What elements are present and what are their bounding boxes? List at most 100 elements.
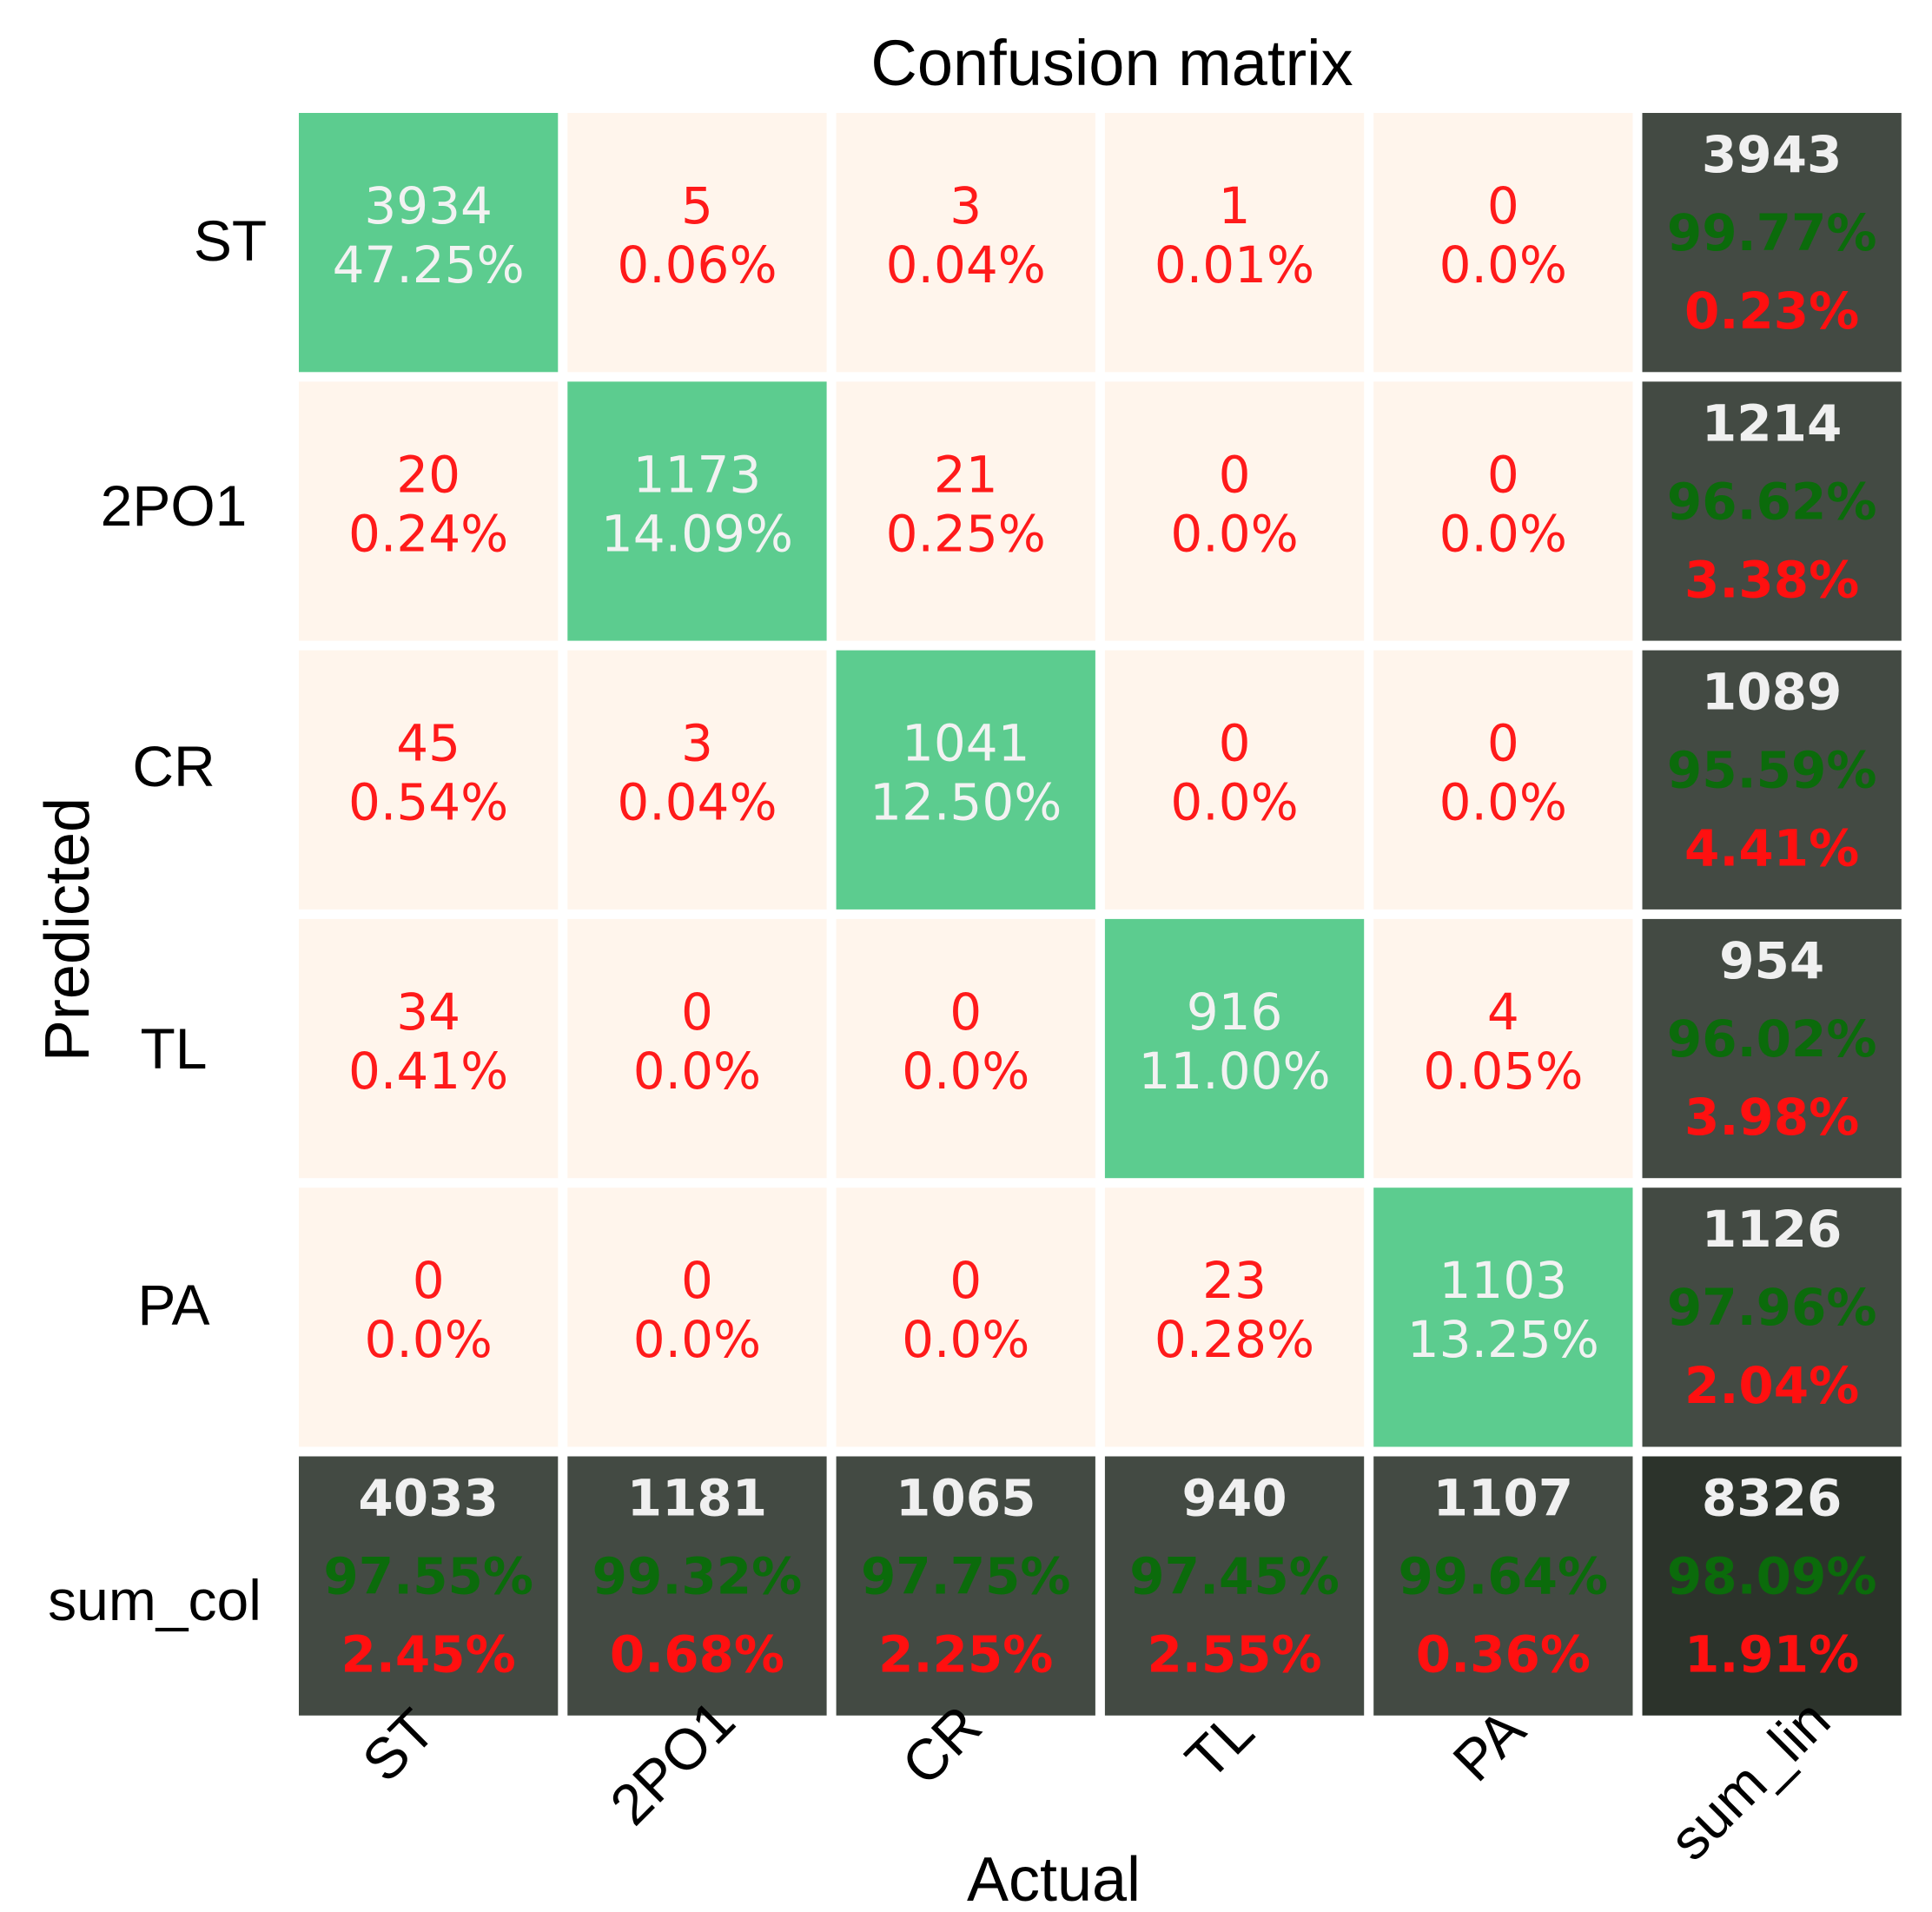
matrix-cell: 50.06% — [567, 113, 827, 373]
cell-count: 3 — [681, 714, 713, 773]
cell-background — [1104, 113, 1365, 373]
cell-background — [836, 650, 1095, 910]
cell-background — [1104, 918, 1365, 1179]
cell-error-percent: 4.41% — [1684, 819, 1859, 878]
cell-background — [567, 1188, 827, 1447]
cell-total: 954 — [1719, 931, 1824, 990]
matrix-cell: 00.0% — [1104, 650, 1365, 910]
row-tick-label: CR — [132, 734, 215, 798]
cell-error-percent: 2.25% — [878, 1625, 1053, 1684]
matrix-cell: 230.28% — [1104, 1188, 1365, 1447]
row-tick-label: 2PO1 — [101, 473, 248, 538]
cell-percent: 0.25% — [886, 504, 1046, 563]
cell-error-percent: 0.36% — [1416, 1625, 1591, 1684]
cell-correct-percent: 97.55% — [323, 1547, 533, 1606]
cell-count: 0 — [1219, 714, 1251, 773]
matrix-cell: 00.0% — [1373, 381, 1633, 641]
cell-percent: 0.0% — [1170, 504, 1298, 563]
cell-percent: 0.0% — [1170, 773, 1298, 832]
cell-count: 0 — [1487, 176, 1519, 235]
cell-background — [567, 1456, 827, 1716]
cell-count: 0 — [413, 1251, 445, 1310]
cell-background — [299, 113, 559, 373]
cell-percent: 0.0% — [1439, 773, 1567, 832]
cell-total: 3943 — [1702, 125, 1842, 184]
cell-count: 0 — [681, 982, 713, 1042]
cell-background — [299, 1188, 559, 1447]
cell-count: 0 — [1219, 445, 1251, 504]
matrix-cell: 00.0% — [567, 918, 827, 1179]
matrix-cell: 200.24% — [299, 381, 559, 641]
cell-percent: 0.41% — [348, 1042, 508, 1101]
cell-background — [1373, 1188, 1633, 1447]
cell-percent: 0.0% — [364, 1310, 492, 1369]
matrix-cell: 210.25% — [836, 381, 1095, 641]
cell-count: 0 — [1487, 445, 1519, 504]
matrix-cell: 940 97.45% 2.55% — [1104, 1456, 1365, 1716]
matrix-cell: 00.0% — [299, 1188, 559, 1447]
cell-total: 940 — [1182, 1469, 1287, 1528]
cell-error-percent: 2.45% — [341, 1625, 516, 1684]
matrix-cell: 340.41% — [299, 918, 559, 1179]
cell-percent: 0.0% — [1439, 235, 1567, 294]
cell-background — [1104, 381, 1365, 641]
cell-count: 21 — [934, 445, 998, 504]
cell-correct-percent: 97.75% — [861, 1547, 1071, 1606]
cell-background — [836, 918, 1095, 1179]
cell-count: 1 — [1219, 176, 1251, 235]
matrix-cell: 450.54% — [299, 650, 559, 910]
matrix-cell: 00.0% — [836, 1188, 1095, 1447]
cell-background — [567, 113, 827, 373]
cell-percent: 11.00% — [1138, 1042, 1330, 1101]
cell-background — [1642, 918, 1902, 1179]
cell-error-percent: 3.98% — [1684, 1088, 1859, 1147]
row-tick-label: PA — [137, 1273, 209, 1337]
cell-percent: 0.0% — [633, 1042, 761, 1101]
cell-background — [1642, 113, 1902, 373]
cell-correct-percent: 95.59% — [1667, 741, 1877, 800]
cell-total: 4033 — [358, 1469, 498, 1528]
cell-correct-percent: 99.32% — [592, 1547, 803, 1606]
chart-title: Confusion matrix — [870, 27, 1353, 99]
matrix-cell: 00.0% — [1104, 381, 1365, 641]
cell-percent: 0.05% — [1423, 1042, 1583, 1101]
cell-percent: 0.06% — [617, 235, 777, 294]
matrix-cell: 1107 99.64% 0.36% — [1373, 1456, 1633, 1716]
cell-percent: 47.25% — [333, 235, 525, 294]
cell-background — [299, 918, 559, 1179]
cell-background — [1373, 1456, 1633, 1716]
cell-background — [1642, 650, 1902, 910]
matrix-cells: 393447.25%50.06%30.04%10.01%00.0%394399.… — [299, 113, 1902, 1716]
cell-count: 1103 — [1439, 1251, 1568, 1310]
cell-background — [836, 381, 1095, 641]
matrix-cell: 10.01% — [1104, 113, 1365, 373]
cell-percent: 0.04% — [617, 773, 777, 832]
cell-percent: 0.54% — [348, 773, 508, 832]
cell-background — [567, 918, 827, 1179]
cell-correct-percent: 99.64% — [1399, 1547, 1609, 1606]
cell-background — [299, 650, 559, 910]
cell-background — [1104, 1188, 1365, 1447]
cell-background — [836, 1456, 1095, 1716]
cell-percent: 13.25% — [1407, 1310, 1599, 1369]
cell-correct-percent: 97.45% — [1129, 1547, 1340, 1606]
cell-background — [1373, 918, 1633, 1179]
cell-percent: 0.04% — [886, 235, 1046, 294]
cell-count: 3934 — [364, 176, 493, 235]
cell-percent: 0.24% — [348, 504, 508, 563]
matrix-cell: 1089 95.59% 4.41% — [1642, 650, 1902, 910]
cell-percent: 0.0% — [902, 1310, 1029, 1369]
cell-percent: 0.0% — [1439, 504, 1567, 563]
cell-correct-percent: 99.77% — [1667, 203, 1877, 262]
matrix-cell: 00.0% — [1373, 650, 1633, 910]
matrix-cell: 954 96.02% 3.98% — [1642, 918, 1902, 1179]
cell-background — [1373, 650, 1633, 910]
cell-background — [299, 381, 559, 641]
cell-error-percent: 1.91% — [1684, 1625, 1859, 1684]
cell-background — [1642, 1456, 1902, 1716]
cell-background — [567, 381, 827, 641]
matrix-cell: 4033 97.55% 2.45% — [299, 1456, 559, 1716]
cell-percent: 0.0% — [902, 1042, 1029, 1101]
